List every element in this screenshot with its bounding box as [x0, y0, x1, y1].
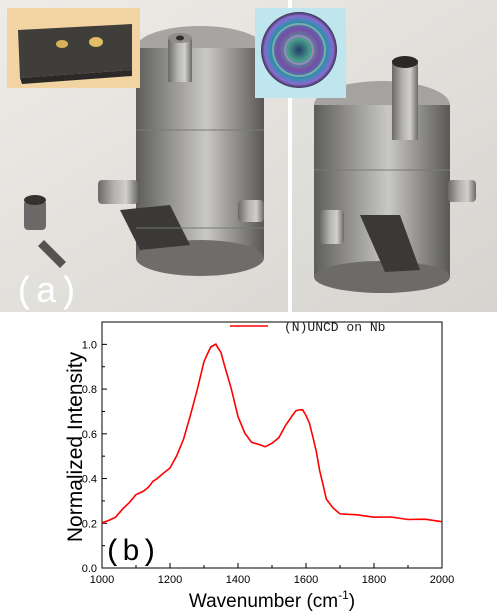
inset-sample-plate: [7, 8, 140, 88]
y-tick-label: 0.8: [82, 384, 97, 396]
x-tick-label: 2000: [430, 574, 454, 586]
x-axis-label-sup: -1: [338, 588, 349, 602]
x-tick-label: 1200: [158, 574, 182, 586]
y-tick-label: 0.2: [82, 518, 97, 530]
panel-a-label: (a): [14, 272, 79, 312]
x-axis-label: Wavenumber (cm-1): [189, 588, 355, 612]
chart-panel: 1000 1200 1400 1600 1800 2000 0.0 0.2 0.4 0.6 0.8 1…: [0, 312, 497, 612]
y-tick-label: 0.4: [82, 474, 97, 486]
x-axis-label-close: ): [349, 591, 355, 612]
inset-coated-disc: [255, 8, 346, 98]
sample-holder-photo: (a): [0, 0, 497, 312]
plot-frame: [101, 321, 443, 569]
y-axis-label: Normalized Intensity: [64, 351, 87, 542]
right-holder-shape: [314, 56, 476, 293]
y-tick-label: 1.0: [82, 339, 97, 351]
x-tick-label: 1000: [90, 574, 114, 586]
x-tick-label: 1400: [226, 574, 250, 586]
photo-panel: (a): [0, 0, 497, 312]
x-tick-label: 1800: [362, 574, 386, 586]
raman-spectrum-chart: 1000 1200 1400 1600 1800 2000 0.0 0.2 0.4 0.6 0.8 1…: [64, 320, 454, 612]
panel-b-label: (b): [104, 536, 158, 570]
series-line-uncd-on-nb: [101, 343, 443, 524]
y-tick-label: 0.0: [82, 563, 97, 575]
small-parts-shape: [24, 195, 66, 268]
y-tick-label: 0.6: [82, 429, 97, 441]
left-holder-shape: [98, 26, 264, 276]
x-tick-label: 1600: [294, 574, 318, 586]
legend: (N)UNCD on Nb: [230, 320, 385, 335]
x-axis-label-main: Wavenumber (cm: [189, 591, 338, 612]
axis-ticks: 1000 1200 1400 1600 1800 2000 0.0 0.2 0.4 0.6 0.8 1…: [82, 321, 454, 586]
legend-label: (N)UNCD on Nb: [284, 320, 385, 335]
